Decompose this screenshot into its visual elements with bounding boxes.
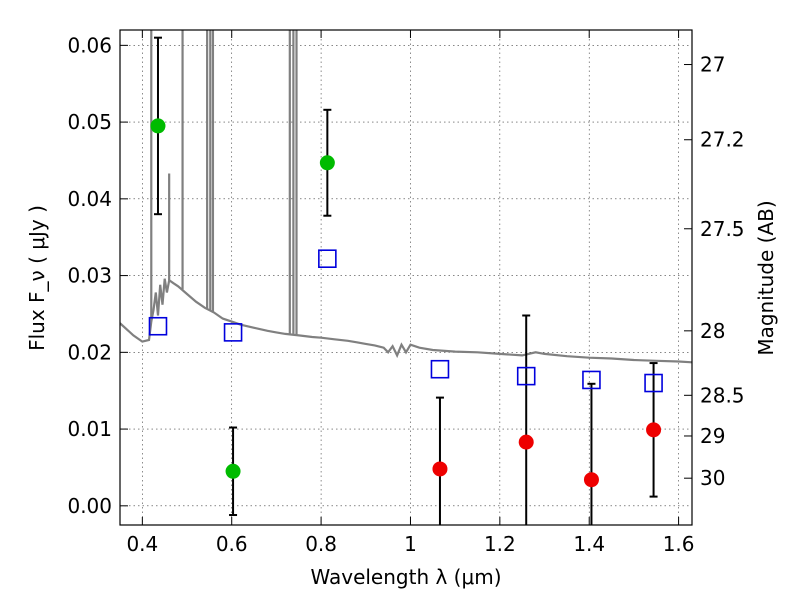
right-tick-label: 30 (700, 466, 725, 490)
right-tick-label: 28 (700, 319, 725, 343)
spectrum-line (120, 278, 692, 364)
right-axis-title: Magnitude (AB) (754, 200, 778, 355)
model-spectrum (120, 30, 692, 364)
x-axis-ticks: 0.4 0.6 0.8 1 1.2 1.4 1.6 (126, 30, 695, 556)
detection-marker (225, 463, 241, 479)
x-tick-label: 1.2 (484, 532, 516, 556)
model-square-marker (516, 366, 536, 386)
model-square-marker (223, 323, 243, 342)
right-tick-label: 28.5 (700, 383, 745, 407)
model-square-marker (582, 370, 601, 390)
model-square-marker (318, 249, 337, 268)
detection-marker (319, 155, 335, 171)
right-tick-label: 29 (700, 424, 725, 448)
detection-marker (150, 118, 166, 134)
x-tick-label: 1.6 (663, 532, 695, 556)
upper-limit-marker (646, 422, 662, 438)
data-points (148, 36, 663, 525)
y-axis-title: Flux F_ν ( μJy ) (25, 205, 49, 351)
model-square-marker (644, 373, 663, 393)
y-tick-label: 0.00 (67, 494, 112, 518)
plot-frame (119, 29, 693, 526)
grid (120, 30, 692, 525)
x-tick-label: 0.4 (126, 532, 158, 556)
x-axis-title: Wavelength λ (μm) (310, 565, 501, 589)
y-tick-label: 0.01 (67, 417, 112, 441)
upper-limit-marker (583, 472, 599, 488)
right-tick-label: 27.2 (700, 128, 745, 152)
upper-limit-marker (432, 461, 448, 477)
y-tick-label: 0.03 (67, 264, 112, 288)
x-tick-label: 1.4 (573, 532, 605, 556)
x-tick-label: 0.6 (216, 532, 248, 556)
y-tick-label: 0.02 (67, 340, 112, 364)
model-square-marker (430, 359, 450, 379)
model-square-marker (148, 316, 168, 336)
y-tick-label: 0.06 (67, 33, 112, 57)
right-tick-label: 27.5 (700, 217, 745, 241)
upper-limit-marker (518, 434, 534, 450)
x-tick-label: 1 (404, 532, 417, 556)
y-tick-label: 0.04 (67, 187, 112, 211)
y-tick-label: 0.05 (67, 110, 112, 134)
right-axis-ticks: 27 27.2 27.5 28 28.5 29 30 (684, 53, 745, 490)
right-tick-label: 27 (700, 53, 725, 77)
y-axis-ticks: 0.00 0.01 0.02 0.03 0.04 0.05 0.06 (67, 33, 128, 518)
x-tick-label: 0.8 (305, 532, 337, 556)
